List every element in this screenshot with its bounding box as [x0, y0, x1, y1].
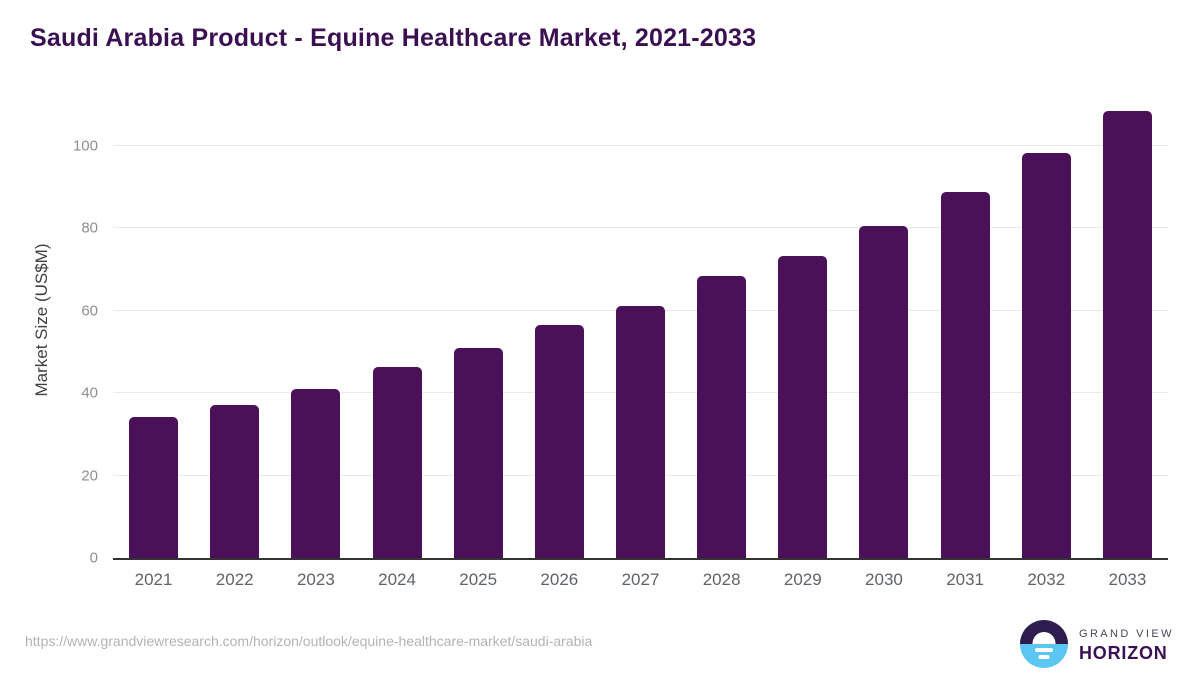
bar-2021 [129, 416, 179, 558]
bar-2027 [616, 305, 665, 558]
bar-2030 [859, 225, 909, 558]
y-tick-label-0: 0 [89, 549, 98, 567]
bar-2029 [778, 256, 828, 558]
bar-2026 [534, 325, 584, 558]
bar-2033 [1102, 111, 1152, 558]
x-tick-label-2027: 2027 [621, 570, 660, 589]
x-tick-label-2024: 2024 [378, 570, 416, 589]
bar-chart-plot-area: 2021 2022 2023 2024 2025 2026 2027 2028 2029 2030… [113, 96, 1168, 589]
bar-2031 [940, 191, 990, 558]
gridline-100 [113, 144, 1168, 146]
y-tick-label-20: 20 [81, 467, 98, 484]
x-tick-label-2030: 2030 [865, 570, 903, 589]
y-tick-label-40: 40 [81, 384, 98, 402]
source-url: https://www.grandviewresearch.com/horizo… [25, 633, 593, 649]
gridline-80 [113, 227, 1168, 228]
logo-brand-name: GRAND VIEW [1079, 627, 1174, 640]
grand-view-horizon-logo: GRAND VIEW HORIZON [1020, 620, 1174, 668]
x-tick-label-2032: 2032 [1027, 570, 1066, 589]
y-tick-label-100: 100 [72, 137, 98, 154]
reflection-line-1 [1035, 648, 1053, 652]
x-tick-label-2023: 2023 [296, 570, 335, 589]
horizon-sunset-icon [1020, 620, 1068, 668]
bar-2032 [1021, 153, 1071, 558]
reflection-line-2 [1038, 655, 1050, 659]
logo-product-name: HORIZON [1079, 642, 1168, 663]
y-tick-label-80: 80 [81, 219, 98, 237]
logo-text: GRAND VIEW HORIZON [1079, 627, 1174, 662]
x-tick-label-2028: 2028 [702, 570, 741, 589]
x-tick-label-2031: 2031 [946, 570, 985, 589]
x-tick-label-2033: 2033 [1108, 570, 1147, 589]
bar-2024 [372, 366, 422, 558]
sun-dome-shape [1032, 632, 1056, 644]
bar-2022 [210, 404, 260, 558]
chart-title: Saudi Arabia Product - Equine Healthcare… [30, 24, 757, 52]
bar-2028 [697, 276, 747, 558]
y-axis-tick-labels: 0 20 40 60 80 100 [0, 96, 98, 567]
bar-2025 [453, 347, 503, 558]
x-tick-label-2025: 2025 [459, 570, 498, 589]
x-tick-label-2022: 2022 [215, 570, 254, 589]
bar-2023 [291, 388, 341, 558]
x-tick-label-2026: 2026 [540, 570, 579, 589]
y-tick-label-60: 60 [81, 302, 98, 319]
x-tick-label-2021: 2021 [134, 570, 173, 589]
x-tick-label-2029: 2029 [783, 570, 822, 589]
